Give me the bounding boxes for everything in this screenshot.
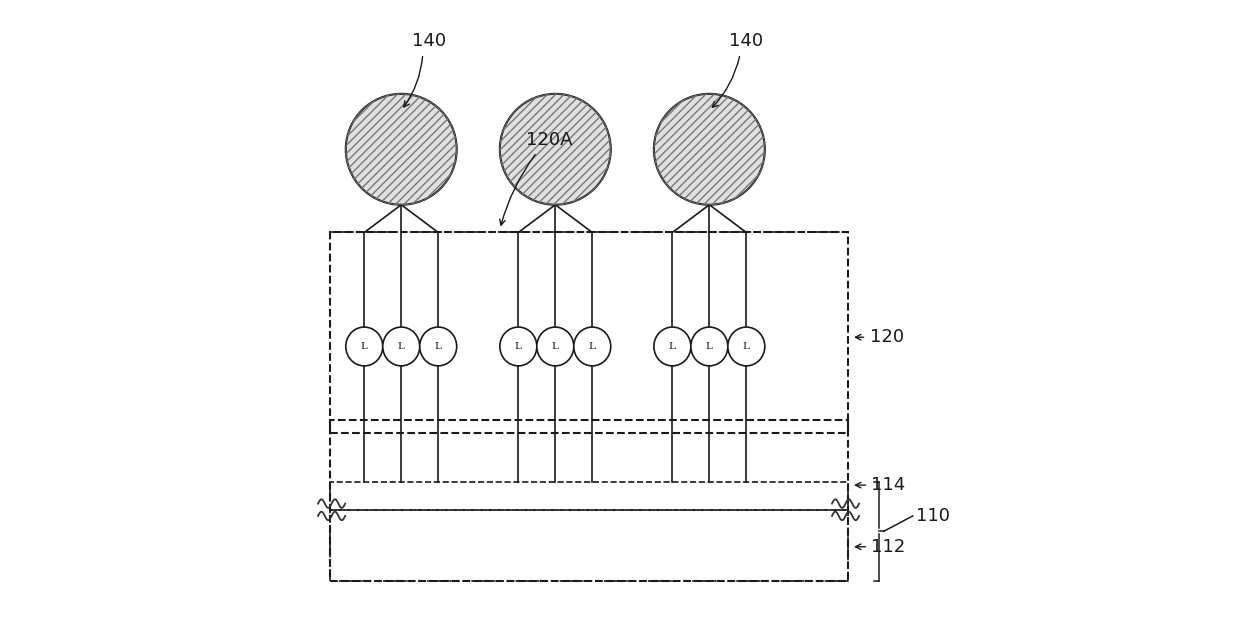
Text: 114: 114 [872, 476, 905, 494]
Ellipse shape [728, 327, 765, 366]
Text: L: L [361, 342, 368, 351]
Bar [330, 420, 848, 581]
Text: 120: 120 [869, 328, 904, 346]
Text: L: L [552, 342, 559, 351]
Bar [330, 510, 848, 581]
Ellipse shape [500, 327, 537, 366]
Ellipse shape [537, 327, 574, 366]
Text: L: L [706, 342, 713, 351]
Ellipse shape [653, 327, 691, 366]
Ellipse shape [419, 327, 456, 366]
Ellipse shape [691, 327, 728, 366]
Ellipse shape [346, 327, 383, 366]
Ellipse shape [346, 94, 456, 205]
Ellipse shape [653, 94, 765, 205]
Text: L: L [743, 342, 750, 351]
Text: L: L [398, 342, 404, 351]
Text: L: L [435, 342, 441, 351]
Text: 110: 110 [916, 507, 950, 525]
Text: 120A: 120A [526, 131, 573, 149]
Bar [330, 233, 848, 433]
Text: 112: 112 [872, 538, 905, 556]
Text: L: L [589, 342, 595, 351]
Text: L: L [515, 342, 522, 351]
Text: L: L [668, 342, 676, 351]
Text: 140: 140 [412, 32, 446, 50]
Text: 140: 140 [729, 32, 764, 50]
Bar [330, 482, 848, 510]
Ellipse shape [383, 327, 419, 366]
Ellipse shape [500, 94, 611, 205]
Ellipse shape [574, 327, 611, 366]
